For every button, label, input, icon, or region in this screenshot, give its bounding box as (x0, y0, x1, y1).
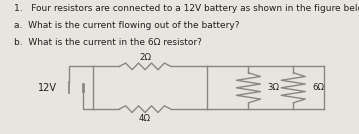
Text: 4Ω: 4Ω (139, 114, 151, 123)
Text: 3Ω: 3Ω (267, 83, 279, 92)
Text: b.  What is the current in the 6Ω resistor?: b. What is the current in the 6Ω resisto… (14, 38, 202, 47)
Text: 12V: 12V (38, 83, 57, 93)
Text: a.  What is the current flowing out of the battery?: a. What is the current flowing out of th… (14, 21, 239, 30)
Text: 2Ω: 2Ω (139, 53, 151, 62)
Text: 1.   Four resistors are connected to a 12V battery as shown in the figure below.: 1. Four resistors are connected to a 12V… (14, 4, 359, 13)
Text: 6Ω: 6Ω (312, 83, 324, 92)
